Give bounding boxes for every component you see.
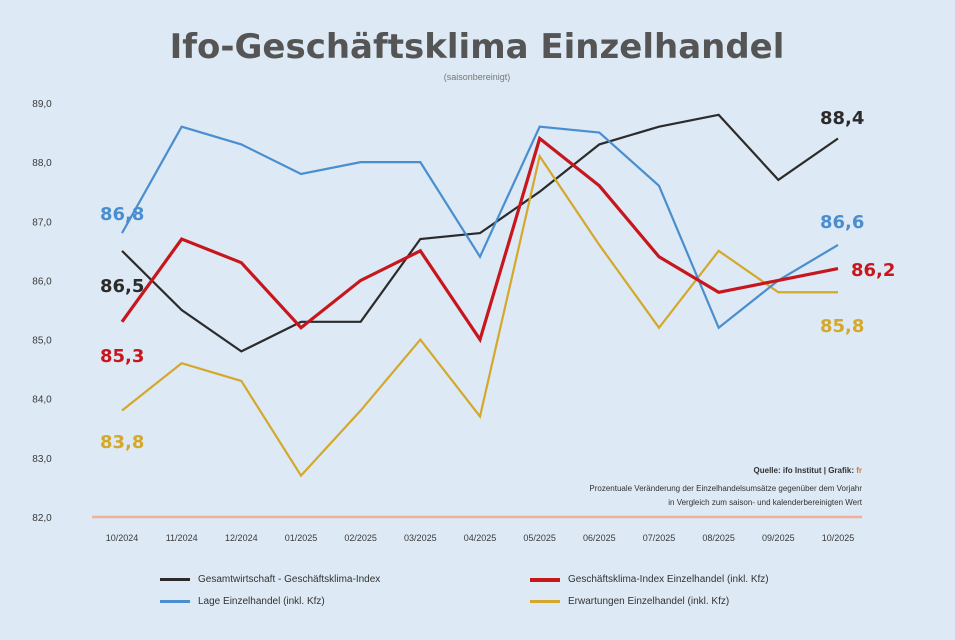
y-tick-label: 83,0 [32, 454, 52, 465]
x-tick-label: 12/2024 [225, 533, 258, 543]
data-label-start: 86,8 [100, 204, 144, 225]
data-label-end: 85,8 [820, 316, 864, 337]
source-line-1: Quelle: ifo Institut | Grafik: fr [754, 466, 862, 475]
data-label-end: 86,6 [820, 212, 864, 233]
x-tick-label: 06/2025 [583, 533, 616, 543]
x-tick-label: 05/2025 [523, 533, 556, 543]
x-axis: 10/2024 11/2024 12/2024 01/2025 02/2025 03/20… [106, 533, 855, 543]
legend-swatch [160, 600, 190, 603]
data-labels: 86,5 88,4 85,3 86,2 86,8 86,6 83,8 85,8 [100, 108, 895, 453]
y-tick-label: 88,0 [32, 158, 52, 169]
data-label-end: 88,4 [820, 108, 864, 129]
x-tick-label: 08/2025 [702, 533, 735, 543]
legend-item-gesamtwirtschaft: Gesamtwirtschaft - Geschäftsklima-Index [160, 574, 380, 585]
chart-title: Ifo-Geschäftsklima Einzelhandel [170, 27, 785, 67]
x-tick-label: 10/2024 [106, 533, 139, 543]
data-label-start: 83,8 [100, 432, 144, 453]
legend-swatch [160, 578, 190, 581]
data-label-start: 85,3 [100, 346, 144, 367]
legend-item-lage: Lage Einzelhandel (inkl. Kfz) [160, 596, 325, 607]
y-tick-label: 89,0 [32, 99, 52, 110]
x-tick-label: 10/2025 [822, 533, 855, 543]
y-tick-label: 84,0 [32, 395, 52, 406]
x-tick-label: 04/2025 [464, 533, 497, 543]
x-tick-label: 01/2025 [285, 533, 318, 543]
source-accent: fr [856, 466, 862, 475]
x-tick-label: 11/2024 [166, 533, 198, 543]
legend-label: Gesamtwirtschaft - Geschäftsklima-Index [198, 574, 381, 585]
source-line-3: in Vergleich zum saison- und kalenderber… [668, 498, 863, 507]
y-tick-label: 82,0 [32, 513, 52, 524]
legend-label: Erwartungen Einzelhandel (inkl. Kfz) [568, 596, 730, 607]
y-tick-label: 87,0 [32, 217, 52, 228]
series-line-1 [120, 135, 839, 344]
source-note: Quelle: ifo Institut | Grafik: fr Prozen… [589, 466, 862, 507]
x-tick-label: 03/2025 [404, 533, 437, 543]
legend: Gesamtwirtschaft - Geschäftsklima-Index … [0, 560, 955, 620]
legend-swatch [530, 600, 560, 603]
legend-label: Lage Einzelhandel (inkl. Kfz) [198, 596, 325, 607]
data-label-start: 86,5 [100, 276, 144, 297]
x-tick-label: 09/2025 [762, 533, 795, 543]
y-tick-label: 86,0 [32, 276, 52, 287]
legend-item-erwartungen: Erwartungen Einzelhandel (inkl. Kfz) [530, 596, 729, 607]
series-lines [120, 113, 839, 478]
x-tick-label: 07/2025 [643, 533, 676, 543]
legend-label: Geschäftsklima-Index Einzelhandel (inkl.… [568, 574, 769, 585]
legend-swatch [530, 577, 560, 582]
legend-item-geschaeftsklima: Geschäftsklima-Index Einzelhandel (inkl.… [530, 574, 769, 585]
chart-subtitle: (saisonbereinigt) [444, 72, 511, 82]
source-line-2: Prozentuale Veränderung der Einzelhandel… [589, 484, 862, 493]
series-line-3 [121, 153, 838, 478]
y-tick-label: 85,0 [32, 336, 52, 347]
series-line-2 [121, 125, 839, 330]
series-line-0 [121, 113, 839, 353]
data-label-end: 86,2 [851, 260, 895, 281]
x-tick-label: 02/2025 [344, 533, 377, 543]
y-axis: 89,0 88,0 87,0 86,0 85,0 84,0 83,0 82,0 [32, 99, 862, 524]
